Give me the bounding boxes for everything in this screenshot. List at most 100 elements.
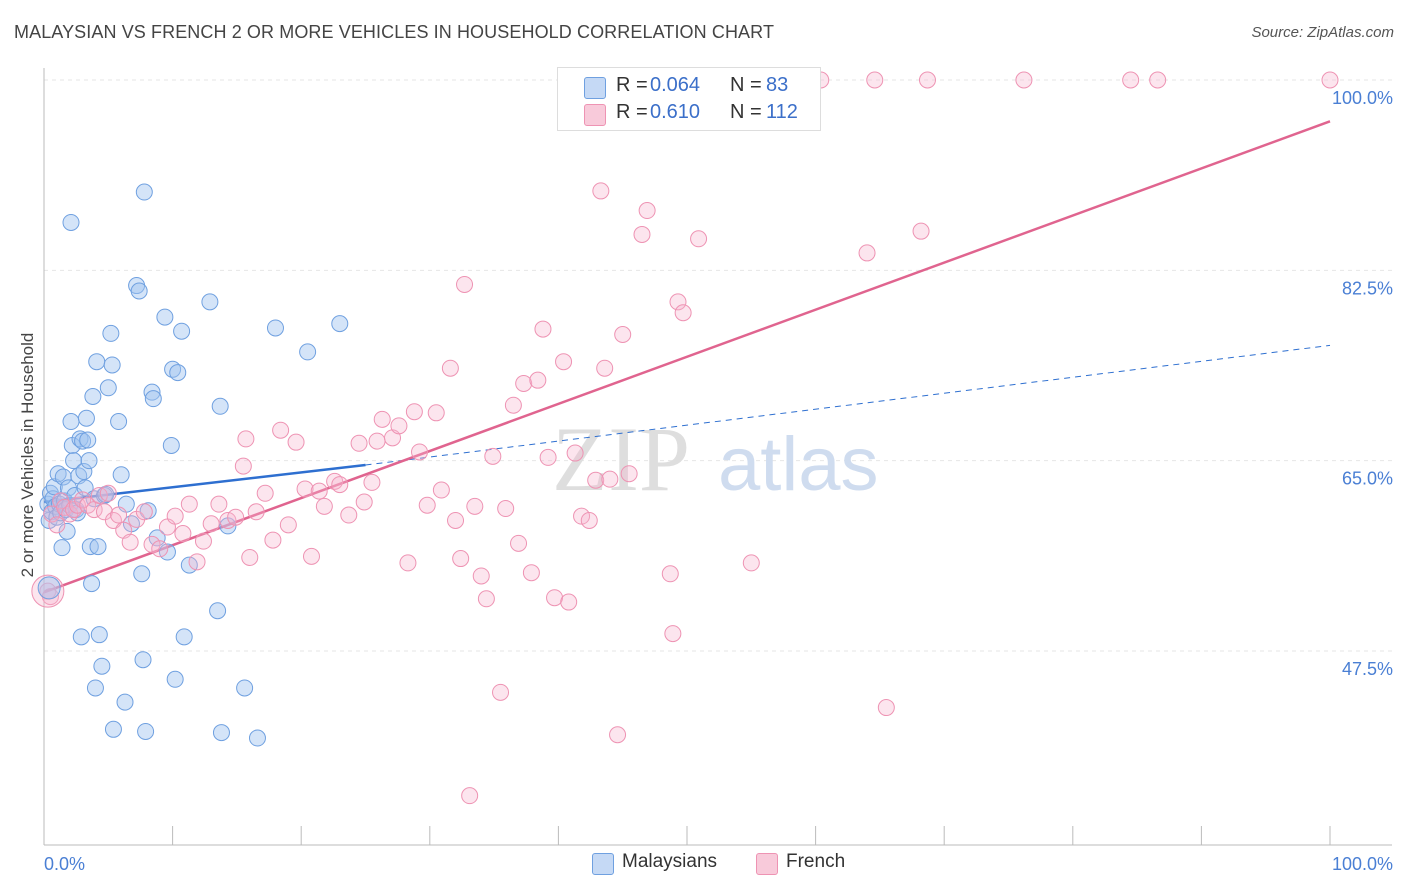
french-point <box>609 726 627 744</box>
malaysians-point <box>72 628 90 646</box>
french-point <box>529 371 547 389</box>
french-point <box>492 683 510 701</box>
french-point <box>340 506 358 524</box>
french-point <box>68 496 86 514</box>
french-point <box>560 593 578 611</box>
malaysians-point <box>58 522 76 540</box>
malaysians-point <box>88 353 106 371</box>
french-point <box>596 359 614 377</box>
french-point <box>669 293 687 311</box>
french-point <box>210 495 228 513</box>
french-point <box>858 244 876 262</box>
malaysians-point <box>79 431 97 449</box>
malaysians-point <box>137 722 155 740</box>
malaysians-point <box>266 319 284 337</box>
legend-label: French <box>786 851 846 872</box>
french-point <box>633 225 651 243</box>
r-value: 0.610 <box>650 101 701 123</box>
french-point <box>515 374 533 392</box>
malaysians-point <box>112 466 130 484</box>
malaysians-legend-swatch <box>592 853 614 875</box>
french-point <box>279 516 297 534</box>
french-point <box>202 515 220 533</box>
malaysians-point <box>201 293 219 311</box>
malaysians-point <box>102 324 120 342</box>
malaysians-point <box>77 409 95 427</box>
french-point <box>110 506 128 524</box>
axes <box>43 68 1392 846</box>
french-point <box>368 432 386 450</box>
french-point <box>418 496 436 514</box>
french-point <box>302 547 320 565</box>
french-point <box>135 503 153 521</box>
french-point <box>504 396 522 414</box>
malaysians-point <box>248 729 266 747</box>
french-point <box>690 230 708 248</box>
french-point <box>326 472 344 490</box>
french-point <box>247 503 265 521</box>
french-point <box>350 434 368 452</box>
malaysians-point <box>103 356 121 374</box>
french-point <box>174 525 192 543</box>
y-tick-label: 82.5% <box>1342 278 1393 298</box>
french-point <box>912 222 930 240</box>
french-point <box>99 484 117 502</box>
french-point <box>555 353 573 371</box>
french-point <box>638 202 656 220</box>
malaysians-point <box>209 602 227 620</box>
y-tick-label: 65.0% <box>1342 469 1393 489</box>
malaysians-point <box>90 626 108 644</box>
french-point <box>143 535 161 553</box>
r-label: R = <box>616 74 648 96</box>
french-point <box>484 447 502 465</box>
french-point <box>573 507 591 525</box>
french-point <box>411 443 429 461</box>
french-point <box>1122 71 1140 89</box>
malaysians-point <box>130 282 148 300</box>
watermark: ZIP atlas <box>552 408 879 510</box>
y-tick-label: 100.0% <box>1332 88 1393 108</box>
french-point <box>399 554 417 572</box>
malaysians-point <box>212 724 230 742</box>
french-point <box>74 491 92 509</box>
french-point <box>287 433 305 451</box>
malaysians-swatch <box>584 77 606 99</box>
malaysians-point <box>211 397 229 415</box>
french-point <box>674 304 692 322</box>
r-label: R = <box>616 101 648 123</box>
french-point <box>592 182 610 200</box>
malaysians-point <box>62 413 80 431</box>
malaysians-point <box>236 679 254 697</box>
malaysians-point <box>83 575 101 593</box>
french-point <box>234 457 252 475</box>
french-point <box>373 410 391 428</box>
stats-row-malaysians: R = 0.064 N = 83 <box>558 74 820 102</box>
french-point <box>497 500 515 518</box>
n-value: 112 <box>766 101 798 123</box>
french-point <box>264 531 282 549</box>
malaysians-point <box>37 576 61 600</box>
french-point <box>534 320 552 338</box>
malaysians-point <box>74 432 92 450</box>
french-point <box>510 534 528 552</box>
french-point <box>877 699 895 717</box>
french-point <box>580 511 598 529</box>
malaysians-point <box>99 379 117 397</box>
french-point <box>664 625 682 643</box>
gridlines <box>44 79 1392 652</box>
malaysians-point <box>84 387 102 405</box>
french-point <box>447 511 465 529</box>
stats-legend: R = 0.064 N = 83 R = 0.610 N = 112 <box>557 67 821 131</box>
malaysians-point <box>62 213 80 231</box>
french-point <box>194 532 212 550</box>
y-tick-label: 47.5% <box>1342 659 1393 679</box>
malaysians-point <box>166 670 184 688</box>
n-value: 83 <box>766 74 789 96</box>
x-tick-label: 100.0% <box>1332 854 1393 874</box>
malaysians-point <box>162 436 180 454</box>
french-point <box>121 533 139 551</box>
watermark-atlas: atlas <box>718 422 879 507</box>
french-point <box>1015 71 1033 89</box>
french-point <box>104 511 122 529</box>
french-point <box>95 503 113 521</box>
